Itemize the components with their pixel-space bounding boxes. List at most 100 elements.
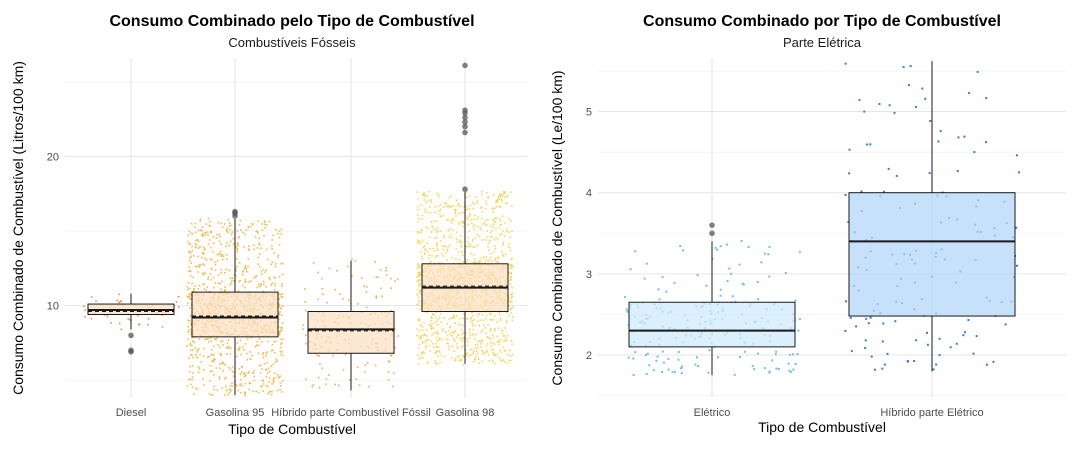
jitter-point xyxy=(924,97,927,100)
jitter-point xyxy=(426,195,428,197)
jitter-point xyxy=(227,347,229,349)
jitter-point xyxy=(435,311,438,314)
jitter-point xyxy=(218,240,221,243)
jitter-point xyxy=(492,349,495,351)
jitter-point xyxy=(510,258,513,261)
jitter-point xyxy=(342,298,344,300)
jitter-point xyxy=(696,274,699,277)
box-iqr xyxy=(191,291,279,338)
jitter-point xyxy=(430,319,433,322)
jitter-point xyxy=(212,374,215,376)
jitter-point xyxy=(499,224,501,226)
jitter-point xyxy=(337,384,340,387)
jitter-point xyxy=(456,199,458,202)
jitter-point xyxy=(222,344,224,346)
jitter-point xyxy=(499,359,502,361)
jitter-point xyxy=(426,338,428,341)
jitter-point xyxy=(716,248,719,251)
jitter-point xyxy=(496,257,499,260)
jitter-point xyxy=(229,277,232,279)
jitter-point xyxy=(485,219,487,222)
jitter-point xyxy=(463,313,465,315)
jitter-point xyxy=(205,338,208,340)
jitter-point xyxy=(275,262,277,265)
jitter-point xyxy=(431,313,434,316)
jitter-point xyxy=(447,219,449,222)
jitter-point xyxy=(241,271,244,273)
jitter-point xyxy=(427,227,430,229)
jitter-point xyxy=(493,329,496,331)
jitter-point xyxy=(187,378,190,381)
jitter-point xyxy=(707,371,710,374)
jitter-point xyxy=(419,290,421,293)
jitter-point xyxy=(975,335,978,338)
jitter-point xyxy=(429,261,431,264)
jitter-point xyxy=(210,267,213,270)
jitter-point xyxy=(491,208,494,210)
jitter-point xyxy=(445,245,447,248)
jitter-point xyxy=(505,202,507,205)
jitter-point xyxy=(390,310,393,312)
jitter-point xyxy=(756,281,759,284)
jitter-point xyxy=(510,293,512,295)
jitter-point xyxy=(450,257,453,259)
jitter-point xyxy=(189,314,192,317)
jitter-point xyxy=(510,275,512,278)
jitter-point xyxy=(244,265,247,267)
jitter-point xyxy=(494,259,497,262)
jitter-point xyxy=(430,325,433,327)
jitter-point xyxy=(435,220,438,223)
jitter-point xyxy=(267,381,270,383)
jitter-point xyxy=(503,349,506,351)
jitter-point xyxy=(480,207,482,209)
jitter-point xyxy=(957,136,960,139)
jitter-point xyxy=(266,351,269,353)
jitter-point xyxy=(487,242,490,245)
jitter-point xyxy=(203,271,206,274)
jitter-point xyxy=(507,305,510,307)
jitter-point xyxy=(440,354,443,357)
jitter-point xyxy=(261,341,263,343)
jitter-point xyxy=(443,355,446,358)
jitter-point xyxy=(262,352,265,354)
jitter-point xyxy=(430,260,432,262)
jitter-point xyxy=(460,244,463,246)
jitter-point xyxy=(475,350,478,353)
x-tick-label: Híbrido parte Combustível Fóssil xyxy=(271,407,431,419)
jitter-point xyxy=(433,220,435,222)
jitter-point xyxy=(194,285,197,287)
jitter-point xyxy=(211,349,213,351)
jitter-point xyxy=(665,290,668,293)
jitter-point xyxy=(451,222,453,224)
jitter-point xyxy=(265,269,267,272)
jitter-point xyxy=(480,343,482,345)
jitter-point xyxy=(203,249,206,251)
jitter-point xyxy=(502,359,504,361)
jitter-point xyxy=(243,348,245,351)
jitter-point xyxy=(278,305,281,308)
jitter-point xyxy=(83,305,85,308)
jitter-point xyxy=(418,240,421,242)
jitter-point xyxy=(203,264,206,267)
jitter-point xyxy=(473,203,476,205)
jitter-point xyxy=(218,376,221,378)
jitter-point xyxy=(465,353,468,355)
jitter-point xyxy=(271,282,274,285)
jitter-point xyxy=(237,236,240,239)
jitter-point xyxy=(492,351,495,354)
jitter-point xyxy=(280,228,283,231)
jitter-point xyxy=(272,349,274,352)
jitter-point xyxy=(499,193,502,196)
jitter-point xyxy=(229,284,231,286)
jitter-point xyxy=(363,285,366,287)
jitter-point xyxy=(506,362,509,364)
jitter-point xyxy=(222,362,225,365)
jitter-point xyxy=(203,288,206,290)
jitter-point xyxy=(458,359,461,362)
jitter-point xyxy=(436,243,438,245)
jitter-point xyxy=(436,320,438,322)
jitter-point xyxy=(446,249,448,252)
jitter-point xyxy=(492,318,494,321)
jitter-point xyxy=(492,207,495,209)
jitter-point xyxy=(189,383,192,386)
